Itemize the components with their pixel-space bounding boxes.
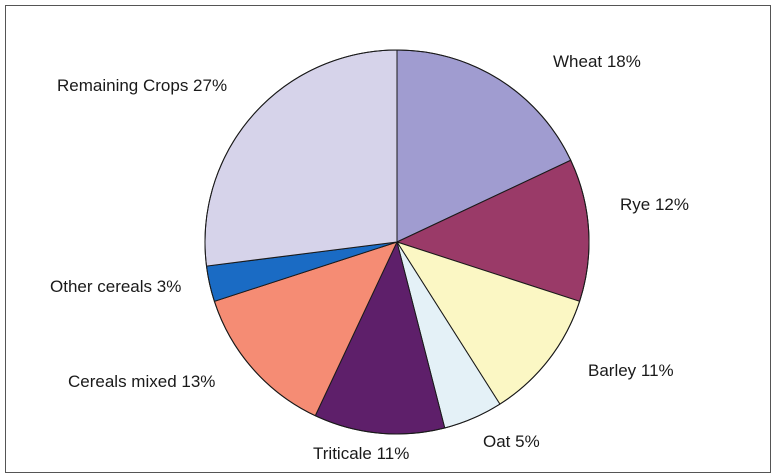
slice-label-rye: Rye 12% xyxy=(620,195,689,214)
slice-label-wheat: Wheat 18% xyxy=(553,52,641,71)
slice-label-other-cereals: Other cereals 3% xyxy=(50,277,181,296)
slice-label-barley: Barley 11% xyxy=(588,361,674,380)
pie-outline xyxy=(204,49,590,435)
pie-slice-remaining-crops xyxy=(204,49,398,267)
slice-label-oat: Oat 5% xyxy=(483,432,540,451)
slice-label-cereals-mixed: Cereals mixed 13% xyxy=(68,372,215,391)
slice-label-triticale: Triticale 11% xyxy=(313,444,409,463)
slice-label-remaining-crops: Remaining Crops 27% xyxy=(57,76,227,95)
